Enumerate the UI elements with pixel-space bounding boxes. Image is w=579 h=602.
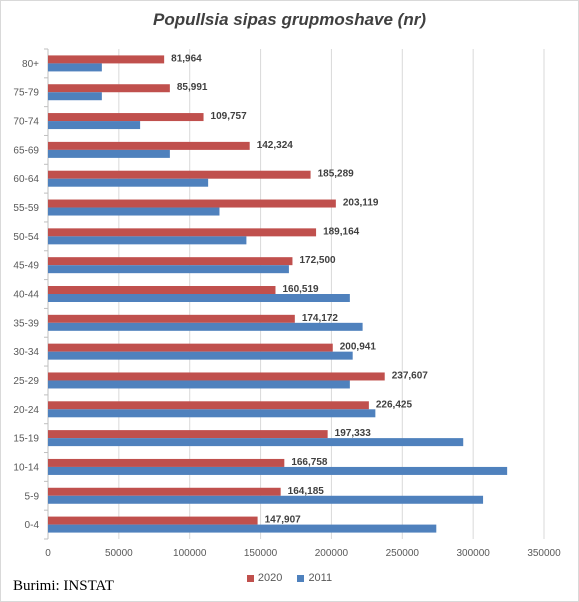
chart-legend: 2020 2011 [0, 572, 579, 585]
bar-2020 [48, 401, 369, 410]
bar-2020 [48, 314, 295, 323]
bar-2011 [48, 294, 350, 302]
bar-2020 [48, 372, 385, 381]
bar-2020 [48, 343, 333, 352]
y-tick-label: 30-34 [13, 347, 39, 358]
data-label-2020: 203,119 [343, 198, 379, 209]
chart-title: Popullsia sipas grupmoshave (nr) [152, 10, 426, 29]
bar-2020 [48, 257, 293, 266]
y-tick-label: 70-74 [13, 117, 39, 128]
x-tick-label: 200000 [315, 548, 349, 559]
legend-item-2011: 2011 [297, 572, 332, 584]
bar-2011 [48, 63, 102, 72]
legend-swatch-2020 [246, 574, 254, 582]
data-label-2020: 185,289 [318, 169, 355, 180]
y-tick-label: 50-54 [13, 232, 39, 243]
y-tick-label: 75-79 [13, 88, 39, 99]
legend-label-2020: 2020 [257, 572, 283, 584]
bar-2011 [48, 380, 350, 389]
data-label-2020: 172,500 [299, 255, 336, 266]
y-tick-label: 10-14 [13, 462, 39, 473]
bar-2011 [48, 265, 289, 274]
y-tick-label: 55-59 [13, 203, 39, 214]
x-tick-label: 100000 [173, 548, 207, 559]
bar-2020 [48, 487, 281, 496]
x-tick-label: 250000 [386, 548, 420, 559]
bar-2020 [48, 141, 250, 150]
bar-2020 [48, 55, 165, 64]
data-label-2020: 142,324 [257, 140, 294, 151]
bar-2011 [48, 236, 247, 245]
x-tick-label: 350000 [527, 548, 561, 559]
y-tick-label: 35-39 [13, 318, 39, 329]
bar-2020 [48, 516, 258, 525]
source-note: Burimi: INSTAT [13, 578, 114, 594]
bar-2020 [48, 430, 328, 439]
bar-2020 [48, 199, 336, 208]
y-tick-label: 45-49 [13, 261, 39, 272]
bar-2011 [48, 466, 508, 475]
y-tick-label: 80+ [22, 59, 39, 70]
y-tick-label: 60-64 [13, 174, 39, 185]
data-label-2020: 200,941 [340, 342, 377, 353]
y-tick-label: 5-9 [25, 491, 40, 502]
bar-2011 [48, 495, 484, 504]
data-label-2020: 189,164 [323, 226, 360, 237]
y-tick-label: 15-19 [13, 434, 39, 445]
bar-2020 [48, 84, 170, 93]
bar-2011 [48, 178, 209, 187]
x-tick-label: 50000 [105, 548, 133, 559]
legend-item-2020: 2020 [246, 572, 283, 584]
y-tick-label: 20-24 [13, 405, 39, 416]
bar-2011 [48, 207, 220, 216]
bar-2020 [48, 458, 285, 467]
bar-2011 [48, 409, 376, 418]
x-tick-label: 0 [45, 548, 51, 559]
bar-2020 [48, 286, 276, 294]
data-label-2020: 226,425 [376, 399, 413, 410]
data-label-2020: 166,758 [291, 457, 328, 468]
bar-2011 [48, 149, 170, 158]
bar-2011 [48, 438, 464, 447]
bar-2011 [48, 524, 437, 533]
data-label-2020: 109,757 [211, 111, 248, 122]
data-label-2020: 147,907 [265, 515, 302, 526]
y-tick-label: 40-44 [13, 290, 39, 301]
data-label-2020: 237,607 [392, 370, 429, 381]
bar-2011 [48, 322, 363, 331]
legend-label-2011: 2011 [308, 572, 333, 584]
data-label-2020: 164,185 [288, 486, 325, 497]
bar-2011 [48, 351, 353, 360]
y-tick-label: 0-4 [25, 520, 40, 531]
bar-2020 [48, 113, 204, 122]
bar-2011 [48, 92, 102, 101]
data-label-2020: 197,333 [335, 428, 372, 439]
x-tick-label: 300000 [456, 548, 490, 559]
data-label-2020: 85,991 [177, 82, 208, 93]
y-tick-label: 65-69 [13, 145, 39, 156]
bar-2020 [48, 170, 311, 179]
y-tick-label: 25-29 [13, 376, 39, 387]
bar-2020 [48, 228, 317, 237]
bar-2011 [48, 121, 141, 130]
data-label-2020: 160,519 [282, 284, 319, 295]
data-label-2020: 81,964 [171, 53, 202, 64]
data-label-2020: 174,172 [302, 313, 339, 324]
legend-swatch-2011 [297, 574, 305, 582]
x-tick-label: 150000 [244, 548, 278, 559]
